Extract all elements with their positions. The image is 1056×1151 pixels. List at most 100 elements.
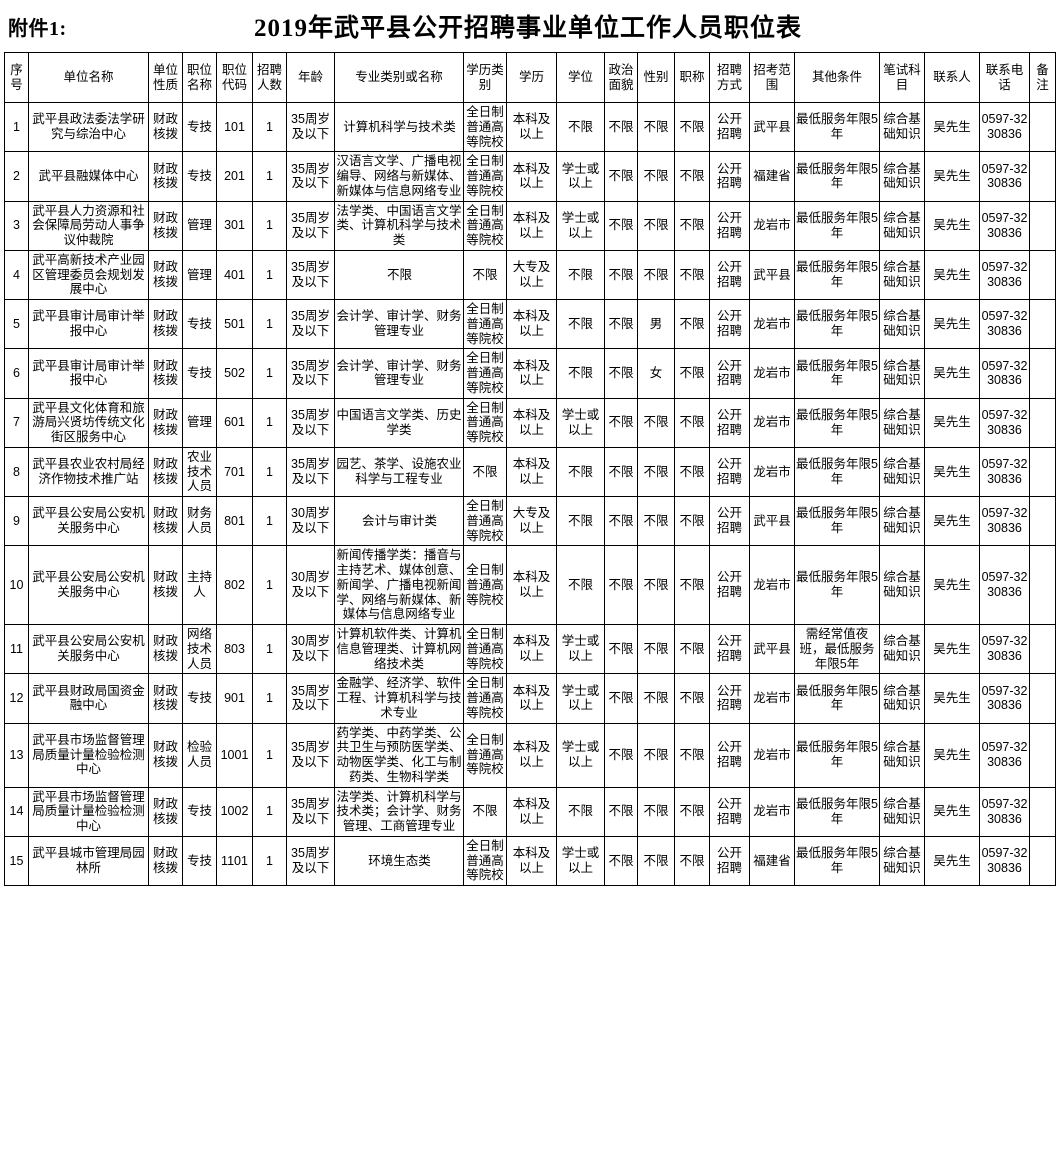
cell-title: 不限 [674, 835, 710, 887]
cell-remark [1029, 348, 1056, 399]
col-header-subject: 笔试科目 [879, 52, 925, 103]
cell-unit-type: 财政核拨 [148, 835, 183, 887]
col-header-gender: 性别 [637, 52, 675, 103]
cell-degree: 不限 [556, 446, 605, 498]
cell-edu: 本科及以上 [506, 786, 557, 837]
cell-gender: 男 [637, 298, 675, 350]
cell-scope: 龙岩市 [749, 722, 795, 788]
cell-unit-type: 财政核拨 [148, 397, 183, 448]
cell-seq: 8 [4, 446, 29, 498]
cell-edu-type: 全日制普通高等院校 [463, 545, 507, 625]
cell-age: 35周岁及以下 [286, 673, 335, 724]
cell-politics: 不限 [604, 249, 638, 301]
cell-other: 最低服务年限5年 [794, 101, 880, 153]
cell-scope: 龙岩市 [749, 298, 795, 350]
cell-unit-type: 财政核拨 [148, 722, 183, 788]
col-header-remark: 备注 [1029, 52, 1056, 103]
cell-phone: 0597-3230836 [979, 835, 1030, 887]
cell-method: 公开招聘 [709, 446, 750, 498]
cell-count: 1 [252, 249, 287, 301]
cell-age: 35周岁及以下 [286, 200, 335, 251]
cell-scope: 龙岩市 [749, 348, 795, 399]
cell-contact: 吴先生 [924, 101, 980, 153]
cell-phone: 0597-3230836 [979, 673, 1030, 724]
cell-other: 最低服务年限5年 [794, 249, 880, 301]
cell-degree: 不限 [556, 786, 605, 837]
table-row: 2 武平县融媒体中心 财政核拨 专技 201 1 35周岁及以下 汉语言文学、广播电视编导、网… [4, 151, 1056, 202]
cell-position: 专技 [182, 101, 217, 153]
cell-phone: 0597-3230836 [979, 249, 1030, 301]
cell-code: 1002 [216, 786, 253, 837]
cell-unit: 武平县市场监督管理局质量计量检验检测中心 [28, 722, 149, 788]
cell-degree: 不限 [556, 101, 605, 153]
cell-title: 不限 [674, 495, 710, 547]
cell-politics: 不限 [604, 623, 638, 675]
cell-seq: 7 [4, 397, 29, 448]
cell-code: 301 [216, 200, 253, 251]
cell-code: 201 [216, 151, 253, 202]
cell-subject: 综合基础知识 [879, 722, 925, 788]
cell-remark [1029, 101, 1056, 153]
cell-major: 法学类、中国语言文学类、计算机科学与技术类 [334, 200, 464, 251]
cell-unit-type: 财政核拨 [148, 101, 183, 153]
cell-count: 1 [252, 623, 287, 675]
cell-title: 不限 [674, 298, 710, 350]
cell-edu: 本科及以上 [506, 298, 557, 350]
cell-unit-type: 财政核拨 [148, 545, 183, 625]
col-header-other: 其他条件 [794, 52, 880, 103]
cell-contact: 吴先生 [924, 495, 980, 547]
cell-method: 公开招聘 [709, 835, 750, 887]
cell-remark [1029, 623, 1056, 675]
cell-unit: 武平县市场监督管理局质量计量检验检测中心 [28, 786, 149, 837]
cell-scope: 武平县 [749, 249, 795, 301]
cell-major: 环境生态类 [334, 835, 464, 887]
cell-subject: 综合基础知识 [879, 101, 925, 153]
cell-contact: 吴先生 [924, 673, 980, 724]
cell-contact: 吴先生 [924, 623, 980, 675]
table-row: 6 武平县审计局审计举报中心 财政核拨 专技 502 1 35周岁及以下 会计学、审计学、财务… [4, 348, 1056, 399]
cell-unit: 武平县农业农村局经济作物技术推广站 [28, 446, 149, 498]
cell-edu-type: 全日制普通高等院校 [463, 495, 507, 547]
cell-subject: 综合基础知识 [879, 151, 925, 202]
cell-scope: 武平县 [749, 623, 795, 675]
cell-politics: 不限 [604, 298, 638, 350]
table-row: 4 武平高新技术产业园区管理委员会规划发展中心 财政核拨 管理 401 1 35周岁及以下不… [4, 249, 1056, 301]
col-header-code: 职位代码 [216, 52, 253, 103]
cell-subject: 综合基础知识 [879, 249, 925, 301]
cell-method: 公开招聘 [709, 786, 750, 837]
cell-seq: 11 [4, 623, 29, 675]
col-header-method: 招聘方式 [709, 52, 750, 103]
cell-subject: 综合基础知识 [879, 623, 925, 675]
cell-phone: 0597-3230836 [979, 298, 1030, 350]
col-header-degree: 学位 [556, 52, 605, 103]
cell-remark [1029, 835, 1056, 887]
cell-position: 管理 [182, 249, 217, 301]
cell-degree: 不限 [556, 249, 605, 301]
cell-politics: 不限 [604, 786, 638, 837]
cell-scope: 龙岩市 [749, 397, 795, 448]
cell-remark [1029, 397, 1056, 448]
table-row: 9 武平县公安局公安机关服务中心 财政核拨 财务人员 801 1 30周岁及以下 会计与审计类… [4, 495, 1056, 547]
cell-contact: 吴先生 [924, 835, 980, 887]
cell-count: 1 [252, 101, 287, 153]
cell-seq: 14 [4, 786, 29, 837]
cell-unit: 武平县财政局国资金融中心 [28, 673, 149, 724]
table-row: 7 武平县文化体育和旅游局兴贤坊传统文化街区服务中心 财政核拨 管理 601 1 35周岁及… [4, 397, 1056, 448]
cell-politics: 不限 [604, 101, 638, 153]
cell-scope: 福建省 [749, 835, 795, 887]
cell-scope: 龙岩市 [749, 446, 795, 498]
cell-seq: 9 [4, 495, 29, 547]
cell-count: 1 [252, 545, 287, 625]
cell-method: 公开招聘 [709, 249, 750, 301]
cell-edu: 大专及以上 [506, 249, 557, 301]
cell-remark [1029, 249, 1056, 301]
cell-age: 30周岁及以下 [286, 623, 335, 675]
cell-title: 不限 [674, 722, 710, 788]
cell-gender: 不限 [637, 545, 675, 625]
cell-unit: 武平高新技术产业园区管理委员会规划发展中心 [28, 249, 149, 301]
cell-remark [1029, 786, 1056, 837]
cell-unit-type: 财政核拨 [148, 151, 183, 202]
table-row: 8 武平县农业农村局经济作物技术推广站 财政核拨 农业技术人员 701 1 35周岁及以下园… [4, 446, 1056, 498]
cell-unit-type: 财政核拨 [148, 495, 183, 547]
